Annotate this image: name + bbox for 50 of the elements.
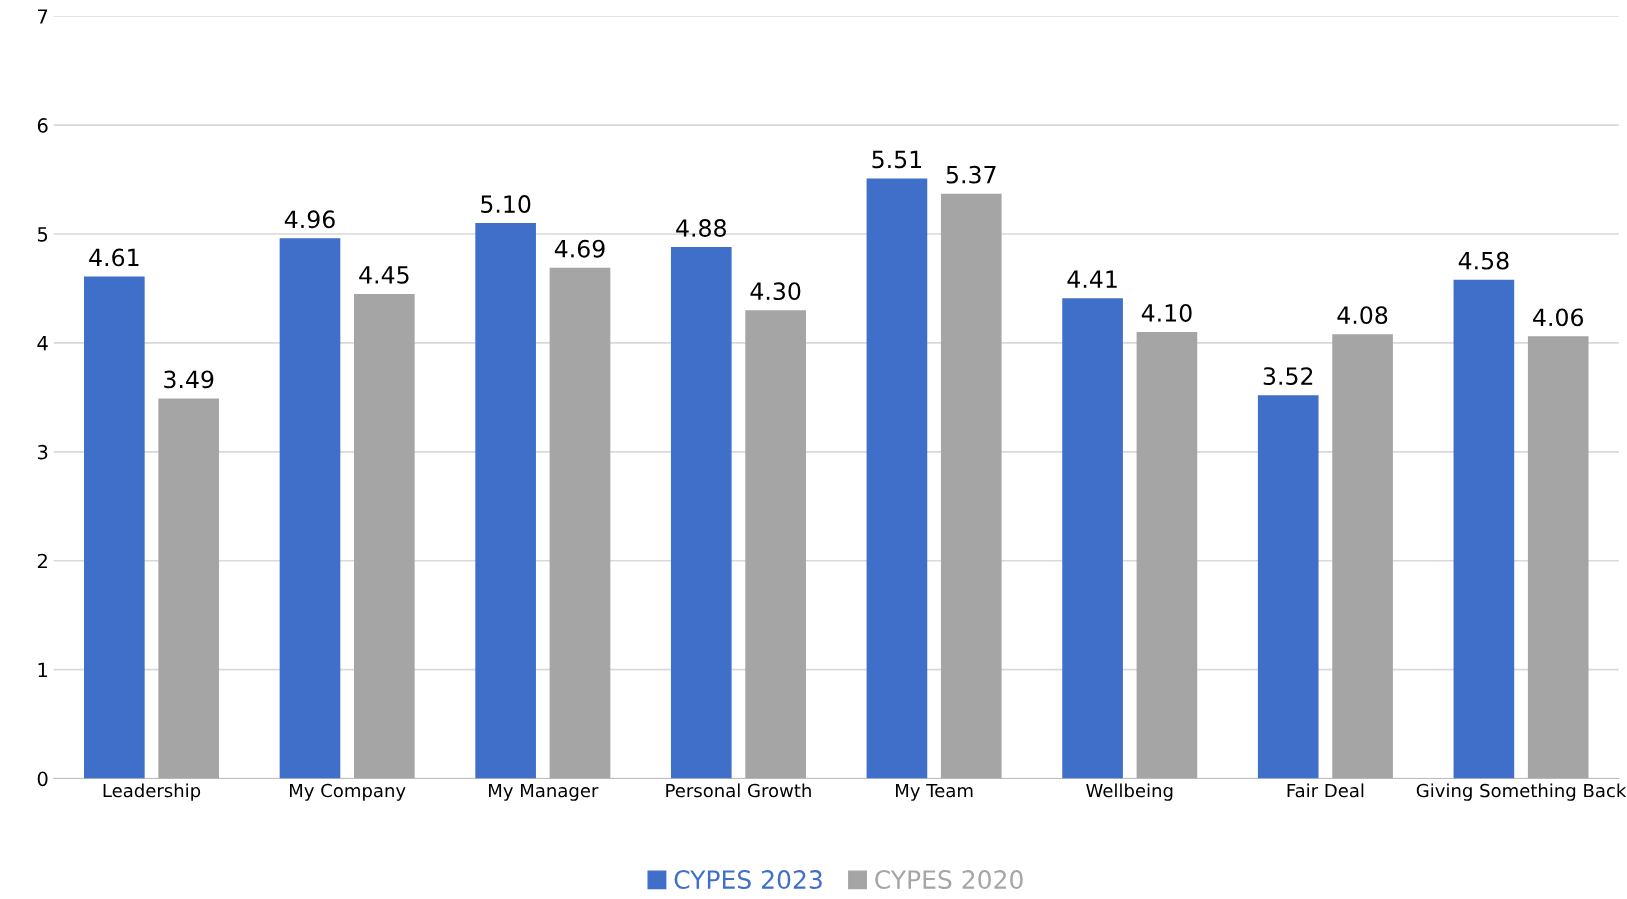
x-tick-label: My Manager (489, 783, 599, 801)
x-tick-label: Leadership (103, 783, 201, 801)
bar (1527, 336, 1589, 779)
y-tick-label: 7 (38, 9, 48, 24)
data-label: 5.37 (946, 165, 996, 184)
data-label: 4.96 (284, 210, 335, 229)
x-tick-label: Fair Deal (1287, 783, 1364, 798)
data-label: 3.52 (1263, 367, 1313, 386)
data-label: 4.88 (676, 219, 726, 237)
y-tick-label: 4 (37, 336, 48, 351)
legend-label: CYPES 2023 (674, 870, 822, 889)
bar (670, 247, 732, 779)
data-label: 3.49 (164, 370, 214, 389)
data-label: 4.30 (750, 282, 801, 301)
y-tick-label: 0 (37, 771, 48, 787)
bar (1257, 395, 1319, 779)
bar (1062, 298, 1123, 779)
data-label: 5.10 (481, 195, 531, 213)
bar (279, 238, 341, 779)
y-tick-label: 3 (37, 444, 48, 460)
y-tick-label: 6 (37, 118, 48, 133)
data-label: 4.61 (89, 248, 139, 267)
data-label: 4.08 (1337, 306, 1388, 325)
data-label: 4.06 (1533, 308, 1584, 327)
bar (1453, 279, 1515, 779)
bar (1136, 332, 1198, 779)
data-label: 4.69 (554, 239, 605, 258)
y-tick-label: 5 (37, 227, 48, 242)
bar (1332, 334, 1393, 779)
bar (745, 310, 806, 779)
bar (475, 223, 536, 779)
y-tick-label: 2 (37, 553, 47, 569)
x-tick-label: Personal Growth (666, 783, 811, 798)
data-label: 4.45 (359, 266, 409, 284)
x-tick-label: Wellbeing (1086, 783, 1173, 801)
x-tick-label: My Company (289, 783, 406, 801)
y-tick-label: 1 (38, 662, 48, 678)
data-label: 4.10 (1141, 304, 1192, 322)
bar (354, 293, 415, 779)
data-label: 5.51 (872, 150, 922, 169)
bar (866, 178, 928, 779)
bar (84, 276, 145, 779)
data-label: 4.58 (1458, 251, 1509, 270)
bar (549, 267, 611, 779)
legend-label: CYPES 2020 (875, 870, 1023, 889)
data-label: 4.41 (1067, 270, 1117, 288)
bar (158, 398, 220, 779)
x-tick-label: My Team (896, 783, 973, 801)
bar (940, 193, 1002, 779)
x-tick-label: Giving Something Back (1416, 783, 1627, 801)
